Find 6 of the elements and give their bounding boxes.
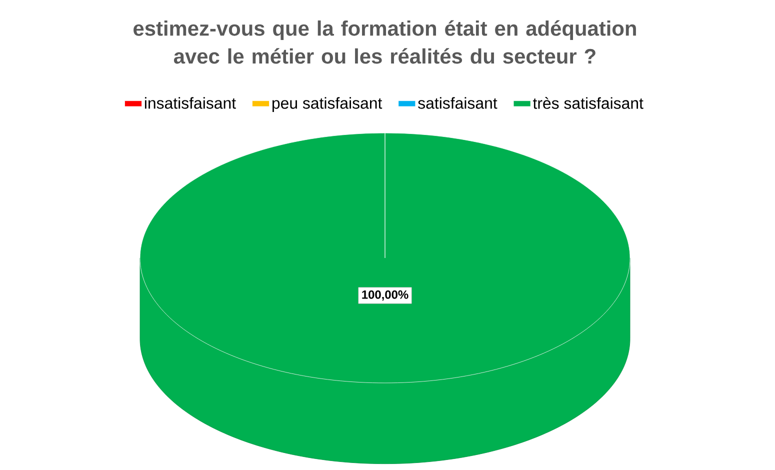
legend-label: peu satisfaisant: [272, 97, 382, 112]
legend-label: insatisfaisant: [144, 97, 236, 109]
data-label: 100,00%: [362, 290, 408, 301]
chart-title: estimez-vous que la formation était en adéquation avec le métier ou les réalités du secteur ?: [134, 20, 636, 64]
legend-label: satisfaisant: [418, 97, 498, 109]
legend-label: très satisfaisant: [532, 97, 644, 109]
